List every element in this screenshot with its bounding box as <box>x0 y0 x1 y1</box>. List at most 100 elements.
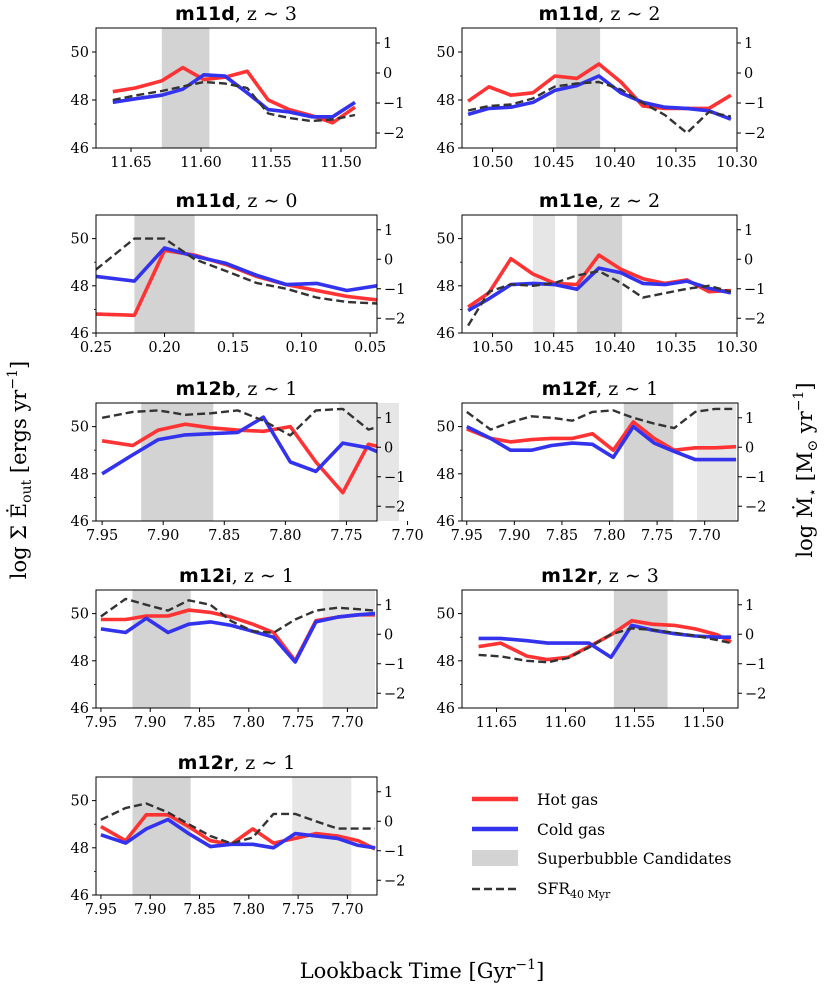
x-tick-label: 7.85 <box>183 715 215 731</box>
superbubble-region <box>134 215 195 333</box>
x-tick-label: 10.45 <box>533 340 575 356</box>
right-tick-label: 0 <box>384 440 393 456</box>
cold-gas-line <box>96 246 377 293</box>
superbubble-region <box>697 403 737 521</box>
right-tick-label: 1 <box>384 598 393 614</box>
right-tick-label: −1 <box>384 657 405 673</box>
right-tick-label: 1 <box>745 598 754 614</box>
x-tick-label: 11.55 <box>614 715 656 731</box>
x-tick-label: 11.65 <box>110 155 152 171</box>
right-tick-label: −1 <box>383 96 404 112</box>
left-tick-label: 50 <box>437 607 455 623</box>
right-tick-label: −1 <box>384 470 405 486</box>
sfr-line <box>100 802 375 845</box>
right-tick-label: −2 <box>745 686 766 702</box>
left-tick-label: 50 <box>437 232 455 248</box>
legend-bubble-swatch <box>472 850 518 866</box>
sfr-line <box>467 80 732 135</box>
right-tick-label: 1 <box>384 785 393 801</box>
plot-frame <box>95 27 377 149</box>
right-tick-label: 0 <box>383 66 392 82</box>
right-tick-label: −2 <box>744 126 765 142</box>
panel-m12r-7: 46 48 50 −2 −1 0 1 11.65 11.60 11.55 11.50 m12r, z … <box>437 565 767 731</box>
plot-frame <box>461 214 738 334</box>
sfr-line <box>466 407 737 431</box>
x-tick-label: 0.05 <box>354 340 386 356</box>
x-tick-label: 11.65 <box>476 715 518 731</box>
plot-frame <box>461 27 738 149</box>
panel-m12r-8: 46 48 50 −2 −1 0 1 7.95 7.90 7.85 7.80 7.75 7.70 m12r… <box>71 752 406 918</box>
left-tick-label: 46 <box>437 326 455 342</box>
right-tick-label: 0 <box>384 627 393 643</box>
right-tick-label: −2 <box>744 311 765 327</box>
left-tick-label: 46 <box>437 141 455 157</box>
right-tick-label: −1 <box>745 470 766 486</box>
cold-gas-line <box>466 424 737 462</box>
left-tick-label: 50 <box>71 794 89 810</box>
panel-title: m11e, z ∼ 2 <box>539 190 660 212</box>
x-tick-label: 10.30 <box>716 155 758 171</box>
superbubble-region <box>339 403 399 521</box>
superbubble-region <box>132 777 191 895</box>
right-tick-label: 1 <box>384 411 393 427</box>
x-tick-label: 10.45 <box>533 155 575 171</box>
sfr-line <box>467 269 732 327</box>
right-tick-label: 0 <box>744 252 753 268</box>
right-tick-label: −2 <box>384 311 405 327</box>
legend-bubble-label: Superbubble Candidates <box>537 850 731 868</box>
left-tick-label: 46 <box>71 888 89 904</box>
sfr-line <box>478 627 732 664</box>
right-tick-label: 1 <box>744 36 753 52</box>
x-tick-label: 11.50 <box>683 715 725 731</box>
x-tick-label: 0.15 <box>217 340 249 356</box>
x-tick-label: 7.80 <box>269 528 301 544</box>
x-tick-label: 10.50 <box>472 340 514 356</box>
panel-m11d-0: 46 48 50 −2 −1 0 1 11.65 11.60 11.55 11.50 m11d, z … <box>71 3 405 171</box>
x-tick-label: 7.70 <box>391 528 423 544</box>
panel-title: m12i, z ∼ 1 <box>179 565 294 587</box>
cold-gas-line <box>100 611 376 664</box>
right-tick-label: −2 <box>745 499 766 515</box>
cold-gas-line <box>467 74 732 121</box>
x-tick-label: 11.60 <box>180 155 222 171</box>
x-tick-label: 7.95 <box>85 715 117 731</box>
right-tick-label: −1 <box>744 282 765 298</box>
x-tick-label: 7.75 <box>641 528 673 544</box>
right-tick-label: −2 <box>383 126 404 142</box>
x-tick-label: 7.95 <box>86 528 118 544</box>
left-tick-label: 48 <box>71 841 89 857</box>
right-tick-label: −2 <box>384 499 405 515</box>
sfr-line <box>101 407 377 437</box>
x-tick-label: 7.90 <box>498 528 530 544</box>
right-y-axis-label: log Ṁ⋆ [M⊙ yr−1] <box>791 382 821 557</box>
left-tick-label: 46 <box>437 701 455 717</box>
x-tick-label: 7.75 <box>282 902 314 918</box>
x-tick-label: 7.85 <box>183 902 215 918</box>
x-tick-label: 7.90 <box>147 528 179 544</box>
panel-title: m11d, z ∼ 2 <box>538 3 660 25</box>
x-tick-label: 7.70 <box>331 902 363 918</box>
legend-cold-label: Cold gas <box>537 821 605 839</box>
left-tick-label: 46 <box>437 514 455 530</box>
x-tick-label: 7.95 <box>451 528 483 544</box>
right-tick-label: 0 <box>744 66 753 82</box>
plot-frame <box>95 214 378 334</box>
x-tick-label: 0.20 <box>148 340 180 356</box>
x-tick-label: 10.30 <box>716 340 758 356</box>
superbubble-region <box>623 403 674 521</box>
panel-title: m12r, z ∼ 3 <box>541 565 659 587</box>
plot-frame <box>461 402 739 522</box>
x-tick-label: 10.40 <box>594 155 636 171</box>
panel-m12f-5: 46 48 50 −2 −1 0 1 7.95 7.90 7.85 7.80 7.75 7.70 m12f… <box>437 378 767 544</box>
x-tick-label: 10.35 <box>655 155 697 171</box>
panel-m11d-2: 46 48 50 −2 −1 0 1 0.25 0.20 0.15 0.10 0.05 m11d, z … <box>71 190 406 356</box>
plot-frame <box>95 402 378 522</box>
right-tick-label: −1 <box>384 282 405 298</box>
cold-gas-line <box>101 415 377 476</box>
left-tick-label: 48 <box>71 654 89 670</box>
left-tick-label: 48 <box>437 93 455 109</box>
cold-gas-line <box>112 73 356 119</box>
plot-frame <box>95 589 378 709</box>
legend-sfr-label: SFR40 Myr <box>537 880 611 901</box>
panel-m12i-6: 46 48 50 −2 −1 0 1 7.95 7.90 7.85 7.80 7.75 7.70 m12i… <box>71 565 406 731</box>
